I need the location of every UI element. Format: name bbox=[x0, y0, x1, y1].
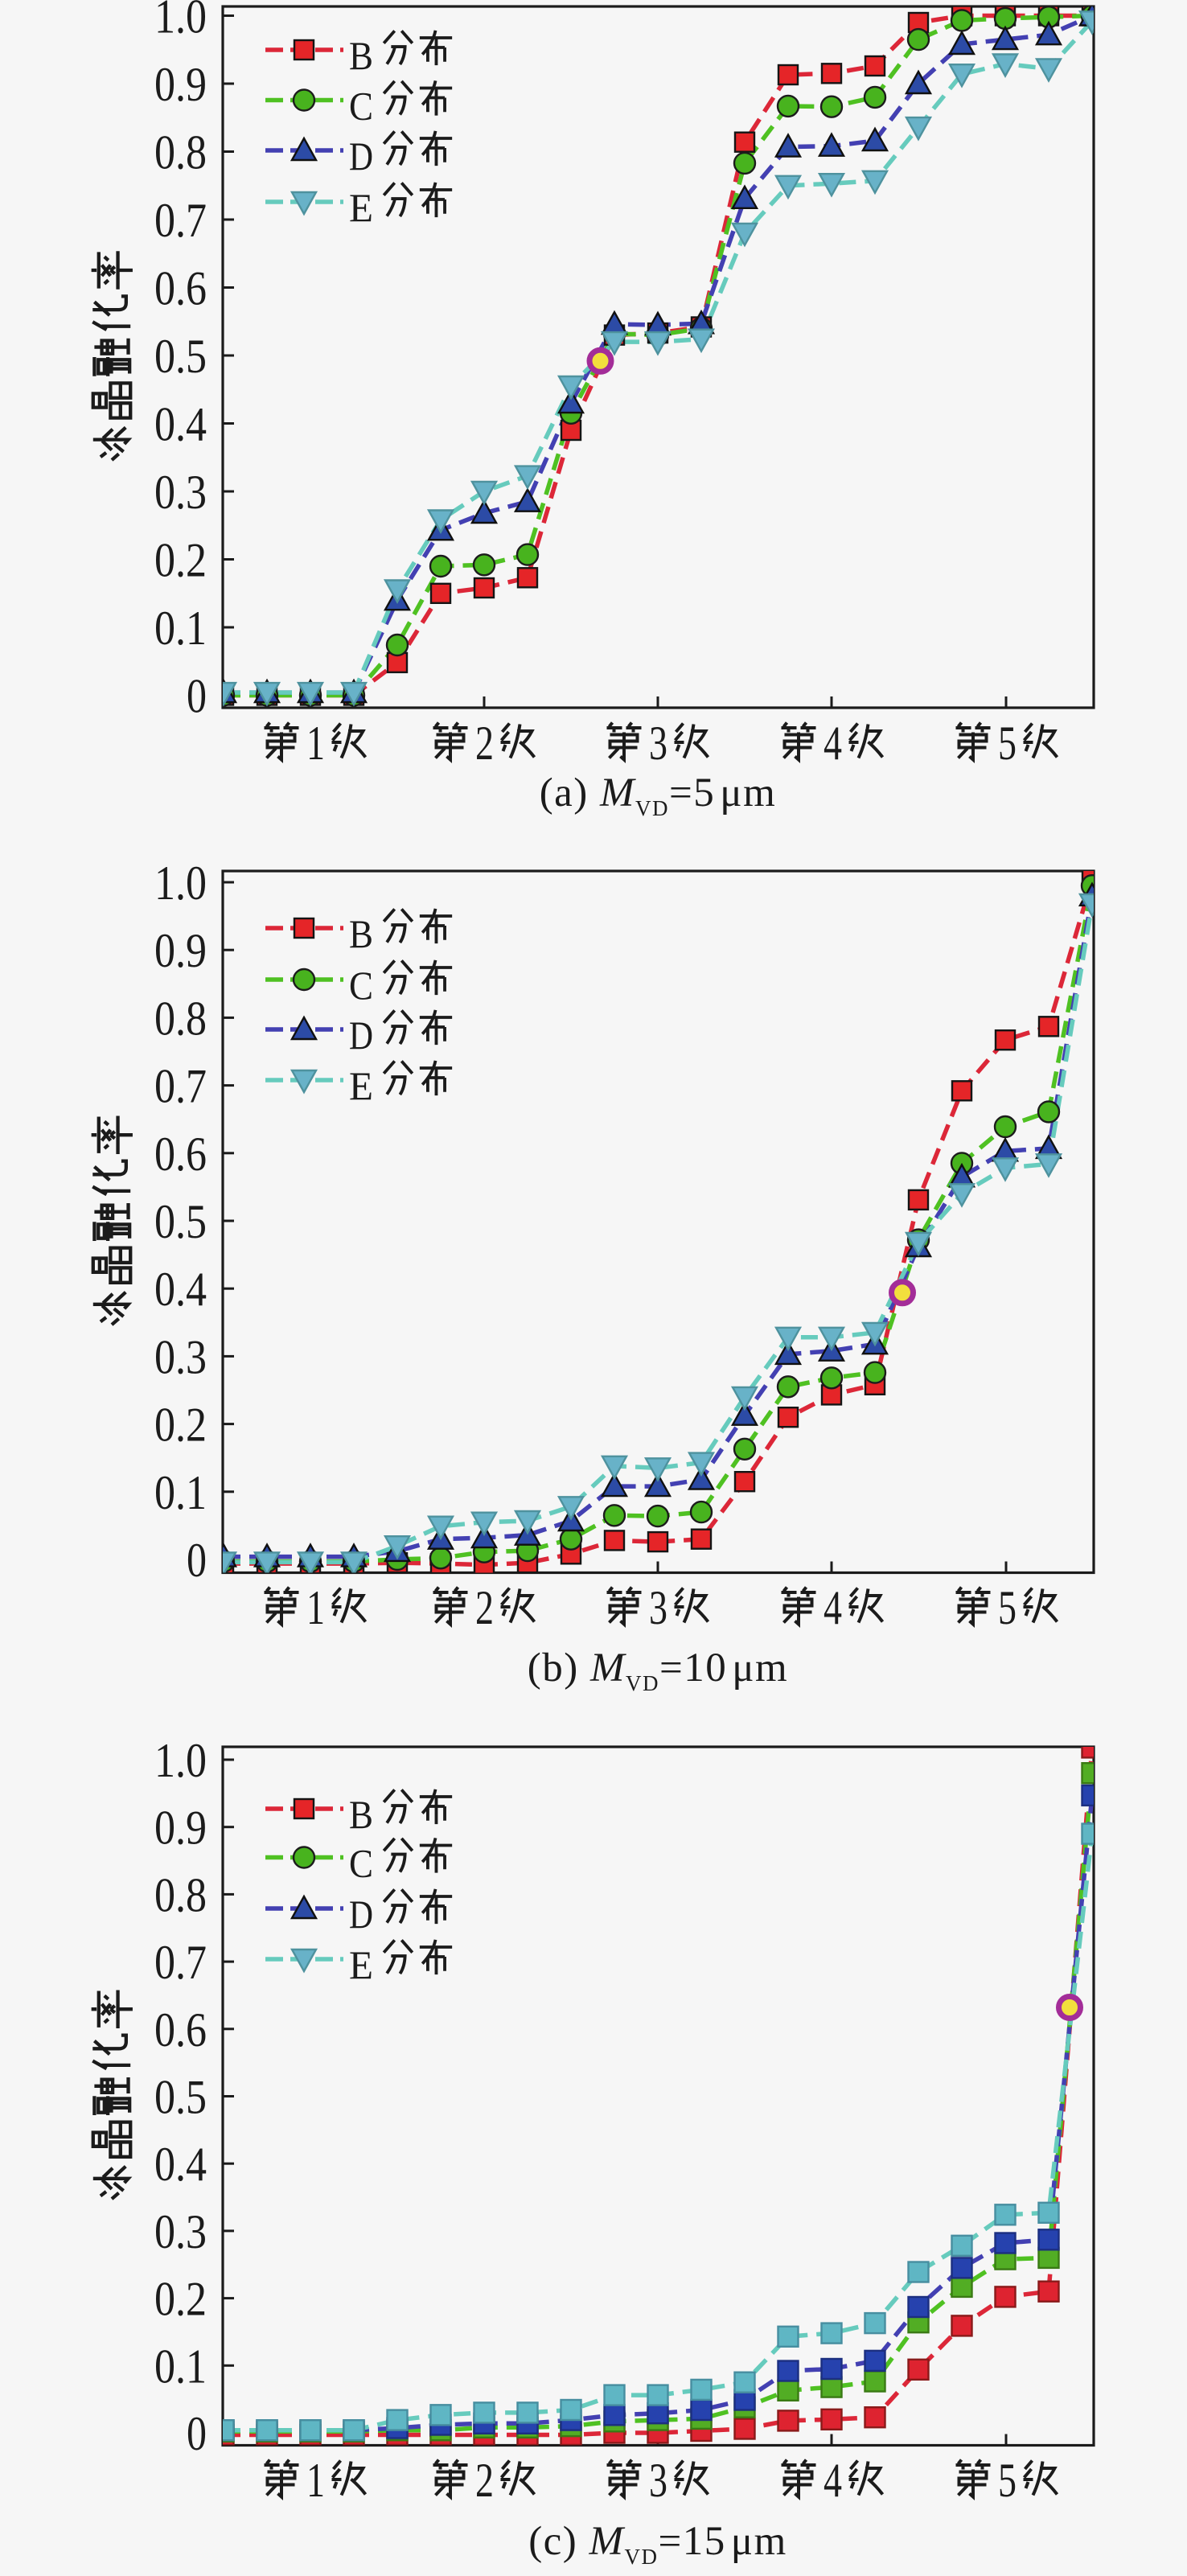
svg-text:0.4: 0.4 bbox=[154, 1263, 207, 1316]
svg-text:4: 4 bbox=[824, 2454, 842, 2507]
svg-text:0.6: 0.6 bbox=[154, 1128, 207, 1181]
svg-text:0: 0 bbox=[187, 1534, 207, 1587]
svg-text:0.2: 0.2 bbox=[154, 1399, 207, 1452]
svg-text:3: 3 bbox=[649, 717, 667, 770]
svg-text:0.8: 0.8 bbox=[154, 1868, 207, 1921]
svg-text:0.7: 0.7 bbox=[154, 1936, 207, 1989]
svg-text:0.3: 0.3 bbox=[154, 466, 207, 519]
svg-text:C: C bbox=[349, 963, 373, 1008]
svg-text:1: 1 bbox=[306, 1581, 325, 1634]
svg-text:E: E bbox=[349, 185, 373, 230]
svg-text:D: D bbox=[349, 134, 373, 179]
svg-text:0: 0 bbox=[187, 2407, 207, 2460]
svg-text:3: 3 bbox=[649, 2454, 667, 2507]
svg-text:2: 2 bbox=[475, 2454, 494, 2507]
svg-text:5: 5 bbox=[998, 717, 1017, 770]
svg-text:1: 1 bbox=[306, 717, 325, 770]
svg-text:0.1: 0.1 bbox=[154, 602, 207, 655]
svg-text:3: 3 bbox=[649, 1581, 667, 1634]
svg-text:0.7: 0.7 bbox=[154, 194, 207, 247]
svg-text:0.5: 0.5 bbox=[154, 330, 207, 383]
svg-text:2: 2 bbox=[475, 717, 494, 770]
svg-text:0.1: 0.1 bbox=[154, 2340, 207, 2393]
svg-text:0.9: 0.9 bbox=[154, 924, 207, 977]
svg-text:0.3: 0.3 bbox=[154, 1330, 207, 1383]
svg-text:0.8: 0.8 bbox=[154, 126, 207, 179]
svg-text:1.0: 1.0 bbox=[154, 857, 207, 910]
svg-text:0.5: 0.5 bbox=[154, 2071, 207, 2124]
svg-text:1.0: 1.0 bbox=[154, 0, 207, 43]
svg-text:0.9: 0.9 bbox=[154, 1802, 207, 1855]
svg-text:2: 2 bbox=[475, 1581, 494, 1634]
svg-text:0.8: 0.8 bbox=[154, 992, 207, 1045]
svg-text:C: C bbox=[349, 84, 373, 129]
svg-text:0.6: 0.6 bbox=[154, 262, 207, 315]
svg-text:1.0: 1.0 bbox=[154, 1734, 207, 1787]
svg-text:B: B bbox=[349, 911, 373, 956]
svg-text:0: 0 bbox=[187, 670, 207, 723]
svg-text:0.2: 0.2 bbox=[154, 2273, 207, 2326]
svg-text:5: 5 bbox=[998, 2454, 1017, 2507]
svg-text:0.5: 0.5 bbox=[154, 1195, 207, 1248]
svg-text:0.6: 0.6 bbox=[154, 2003, 207, 2056]
svg-text:D: D bbox=[349, 1013, 373, 1058]
svg-text:(a) MVD=5μm: (a) MVD=5 μm bbox=[540, 770, 777, 820]
svg-text:C: C bbox=[349, 1841, 373, 1886]
svg-text:0.2: 0.2 bbox=[154, 534, 207, 587]
svg-text:4: 4 bbox=[824, 1581, 842, 1634]
svg-text:1: 1 bbox=[306, 2454, 325, 2507]
svg-text:B: B bbox=[349, 1792, 373, 1837]
svg-text:E: E bbox=[349, 1942, 373, 1987]
svg-text:0.1: 0.1 bbox=[154, 1466, 207, 1519]
svg-text:4: 4 bbox=[824, 717, 842, 770]
svg-text:0.7: 0.7 bbox=[154, 1060, 207, 1113]
svg-text:E: E bbox=[349, 1063, 373, 1108]
svg-text:0.3: 0.3 bbox=[154, 2205, 207, 2258]
svg-text:B: B bbox=[349, 33, 373, 78]
svg-text:0.4: 0.4 bbox=[154, 2138, 207, 2191]
svg-text:0.9: 0.9 bbox=[154, 58, 207, 111]
svg-text:5: 5 bbox=[998, 1581, 1017, 1634]
svg-text:D: D bbox=[349, 1892, 373, 1937]
svg-text:0.4: 0.4 bbox=[154, 398, 207, 451]
